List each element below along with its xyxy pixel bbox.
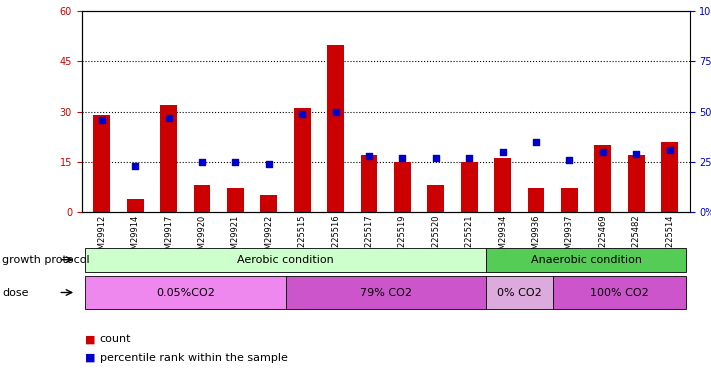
Point (631, 151, 642, 157)
Point (664, 147, 675, 153)
Point (530, 139, 542, 145)
Bar (160, 105, 177, 212)
Bar (394, 162, 411, 212)
Point (163, 115, 174, 121)
Text: count: count (100, 334, 131, 344)
Point (464, 155, 475, 161)
Point (430, 155, 442, 161)
Text: dose: dose (2, 288, 28, 297)
Point (96, 117, 107, 123)
Bar (561, 189, 578, 212)
Text: ■: ■ (85, 353, 96, 363)
Bar (594, 145, 611, 212)
Bar (93, 115, 110, 212)
Point (397, 155, 408, 161)
Text: ■: ■ (85, 334, 96, 344)
Text: 100% CO2: 100% CO2 (590, 288, 649, 297)
Bar (127, 198, 144, 212)
Bar (494, 158, 511, 212)
Bar (661, 142, 678, 212)
Text: Anaerobic condition: Anaerobic condition (530, 255, 641, 265)
Point (564, 157, 575, 163)
Point (363, 153, 375, 159)
Text: Aerobic condition: Aerobic condition (237, 255, 334, 265)
Point (230, 159, 241, 165)
Point (196, 159, 208, 165)
Text: 79% CO2: 79% CO2 (360, 288, 412, 297)
Text: percentile rank within the sample: percentile rank within the sample (100, 353, 287, 363)
Bar (294, 108, 311, 212)
Point (129, 163, 141, 169)
Bar (528, 189, 545, 212)
Bar (327, 45, 344, 212)
Bar (628, 155, 645, 212)
Bar (461, 162, 478, 212)
Point (497, 148, 508, 154)
Point (263, 161, 274, 167)
Point (597, 148, 609, 154)
Bar (227, 189, 244, 212)
Text: 0% CO2: 0% CO2 (497, 288, 542, 297)
Point (296, 111, 308, 117)
Text: growth protocol: growth protocol (2, 255, 90, 265)
Bar (260, 195, 277, 212)
Bar (427, 185, 444, 212)
Text: 0.05%CO2: 0.05%CO2 (156, 288, 215, 297)
Bar (360, 155, 378, 212)
Point (330, 109, 341, 115)
Bar (193, 185, 210, 212)
